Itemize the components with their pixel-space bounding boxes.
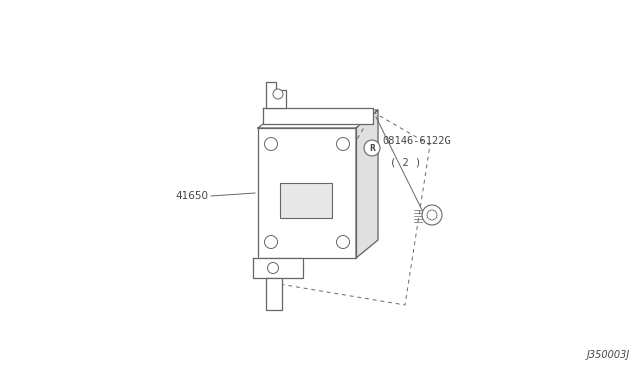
- Circle shape: [264, 138, 278, 151]
- Circle shape: [273, 89, 283, 99]
- Circle shape: [337, 138, 349, 151]
- Text: 08146-6122G: 08146-6122G: [382, 136, 451, 146]
- Circle shape: [268, 263, 278, 273]
- Circle shape: [422, 205, 442, 225]
- Circle shape: [337, 235, 349, 248]
- Polygon shape: [258, 110, 378, 128]
- Bar: [258, 128, 356, 258]
- Bar: [280, 183, 332, 218]
- Circle shape: [427, 210, 437, 220]
- Polygon shape: [356, 110, 378, 258]
- Circle shape: [364, 140, 380, 156]
- Polygon shape: [266, 82, 286, 108]
- Polygon shape: [253, 258, 303, 278]
- Text: 41650: 41650: [175, 191, 208, 201]
- Polygon shape: [266, 278, 282, 310]
- Text: R: R: [369, 144, 375, 153]
- Circle shape: [264, 235, 278, 248]
- Text: ( 2 ): ( 2 ): [390, 157, 421, 167]
- Text: J350003J: J350003J: [587, 350, 630, 360]
- Polygon shape: [263, 108, 373, 124]
